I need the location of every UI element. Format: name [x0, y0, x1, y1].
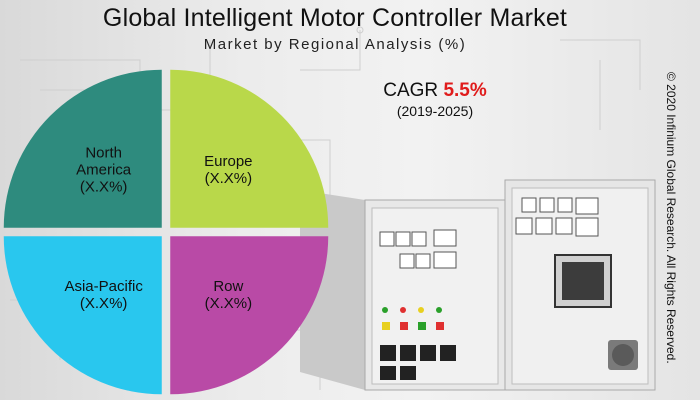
pie-slice-europe: [170, 69, 329, 228]
cagr-label: CAGR 5.5%: [355, 80, 515, 102]
chart-subtitle: Market by Regional Analysis (%): [203, 36, 467, 53]
pie-label-europe: Europe: [204, 153, 252, 170]
pie-slice-asia-pacific: [3, 236, 162, 395]
pie-label-north-america: North: [85, 145, 122, 162]
pie-label-north-america: (X.X%): [80, 179, 128, 196]
pie-label-north-america: America: [76, 162, 132, 179]
pie-label-row: (X.X%): [205, 295, 253, 312]
pie-label-asia-pacific: Asia-Pacific: [64, 278, 143, 295]
copyright-notice: © 2020 Infinium Global Research. All Rig…: [664, 72, 678, 364]
chart-title: Global Intelligent Motor Controller Mark…: [102, 4, 568, 32]
pie-slice-row: [170, 236, 329, 395]
pie-slice-north-america: [3, 69, 162, 228]
cagr-value: 5.5%: [443, 80, 487, 101]
pie-label-row: Row: [213, 278, 243, 295]
cagr-text: CAGR: [383, 80, 439, 101]
pie-label-europe: (X.X%): [205, 170, 253, 187]
pie-label-asia-pacific: (X.X%): [80, 295, 128, 312]
cagr-period: (2019-2025): [396, 103, 474, 119]
right-cabinet: [504, 179, 656, 391]
